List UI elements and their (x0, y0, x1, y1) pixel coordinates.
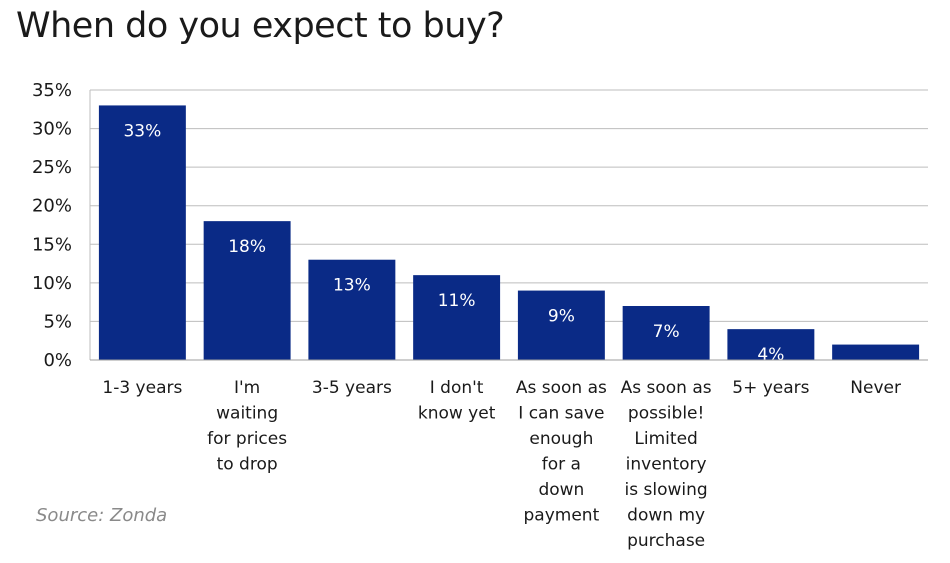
bar (517, 290, 605, 360)
x-axis: 1-3 years I'm waiting for prices to drop 3-5 … (90, 359, 928, 551)
y-tick-label: 30% (32, 119, 72, 140)
bar (413, 275, 501, 360)
x-tick-label: 1-3 years (102, 378, 182, 398)
y-tick-label: 0% (43, 350, 72, 371)
x-tick-label: As soon as possible! Limited inventory is sl… (621, 378, 712, 551)
data-label: 13% (333, 276, 371, 296)
data-label: 4% (757, 345, 784, 365)
bar (308, 259, 396, 360)
x-tick-label: I don't know yet (418, 378, 496, 424)
bar (98, 105, 186, 360)
x-tick-label: As soon as I can save enough for a down payme… (516, 378, 607, 526)
data-label: 18% (228, 237, 266, 257)
bar (203, 221, 291, 360)
data-label: 9% (548, 307, 575, 327)
y-tick-label: 15% (32, 234, 72, 255)
source-note: Source: Zonda (36, 505, 168, 526)
chart-title: When do you expect to buy? (16, 6, 505, 46)
data-label: 7% (653, 322, 680, 342)
y-tick-label: 20% (32, 196, 72, 217)
y-tick-label: 35% (32, 80, 72, 101)
y-tick-label: 25% (32, 157, 72, 178)
x-tick-label: 3-5 years (312, 378, 392, 398)
bar (727, 329, 815, 360)
bars (98, 105, 920, 360)
x-tick-label: I'm waiting for prices to drop (207, 378, 287, 475)
x-tick-label: Never (850, 378, 901, 398)
data-label: 11% (438, 291, 476, 311)
y-axis: 0% 5% 10% 15% 20% 25% 30% 35% (32, 80, 91, 371)
x-tick-label: 5+ years (732, 378, 809, 398)
data-label: 33% (123, 121, 161, 141)
data-label: 2% (862, 361, 889, 381)
y-tick-label: 5% (43, 311, 72, 332)
bar (622, 306, 710, 360)
bar (832, 344, 920, 360)
y-tick-label: 10% (32, 273, 72, 294)
